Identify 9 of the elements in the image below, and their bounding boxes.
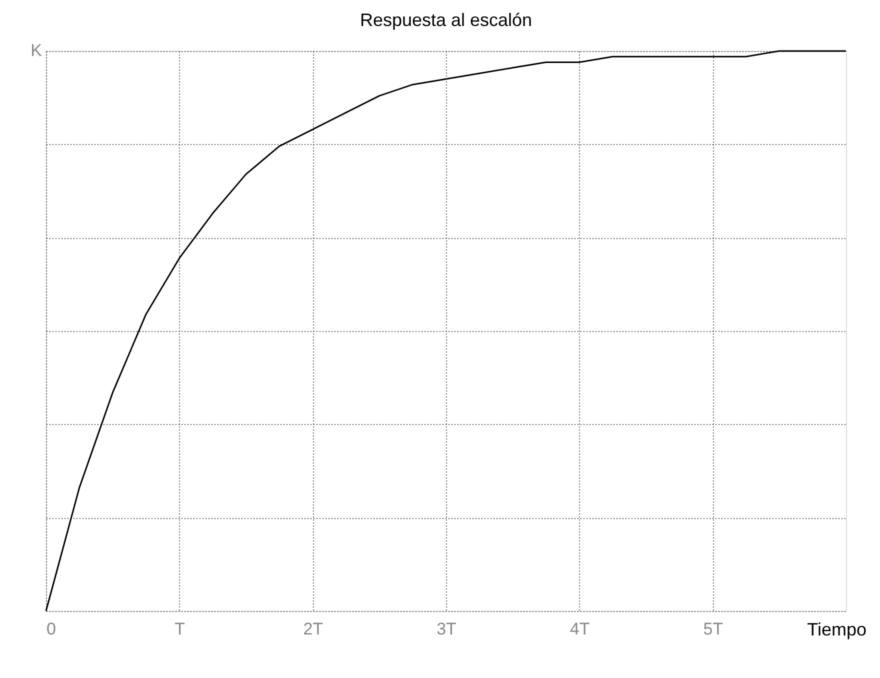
x-tick-label: 4T bbox=[570, 620, 590, 638]
x-tick-label: 5T bbox=[703, 620, 724, 638]
text: K bbox=[30, 41, 43, 60]
x-tick-label: 3T bbox=[436, 620, 456, 638]
x-tick-label: 2T bbox=[303, 620, 324, 638]
x-tick-label: T bbox=[174, 620, 186, 638]
x-tick-label: 0 bbox=[46, 620, 56, 638]
chart-title: Respuesta al escalón bbox=[360, 10, 532, 30]
x-axis-title: Tiempo bbox=[807, 620, 866, 640]
